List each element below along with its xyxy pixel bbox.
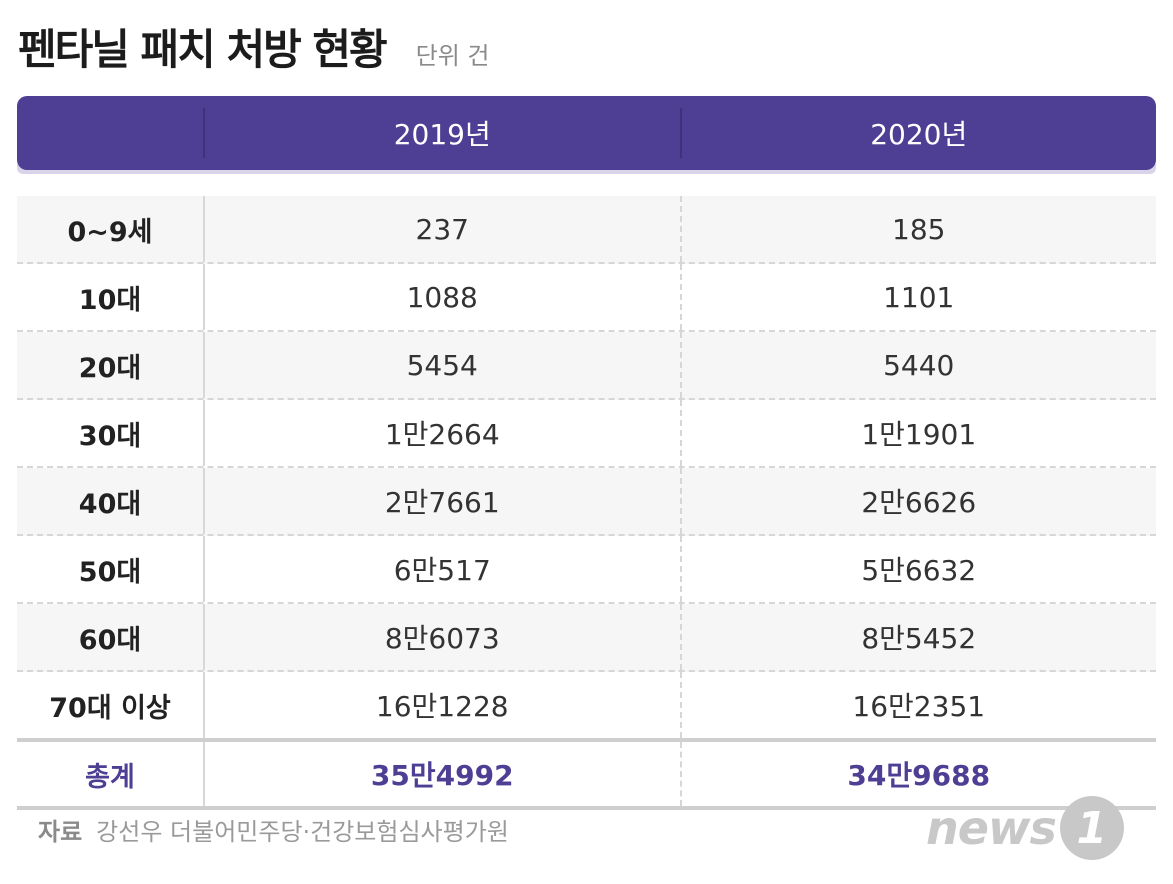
column-divider	[203, 536, 205, 602]
total-2020: 34만9688	[847, 759, 991, 792]
column-divider	[679, 400, 682, 466]
table-row: 70대 이상 16만1228 16만2351	[17, 672, 1156, 738]
column-divider	[679, 536, 682, 602]
age-label: 0~9세	[67, 216, 153, 248]
age-label: 40대	[78, 488, 142, 520]
source-note: 자료 강선우 더불어민주당·건강보험심사평가원	[38, 812, 509, 847]
table-header: 2019년 2020년	[17, 96, 1156, 170]
column-divider	[203, 400, 205, 466]
value-2020: 2만6626	[861, 486, 977, 519]
value-2020: 1101	[883, 280, 955, 314]
age-label: 30대	[78, 420, 142, 452]
column-divider	[203, 468, 205, 534]
table-row: 50대 6만517 5만6632	[17, 536, 1156, 604]
table-row: 60대 8만6073 8만5452	[17, 604, 1156, 672]
value-2019: 237	[415, 212, 469, 246]
table-row: 10대 1088 1101	[17, 264, 1156, 332]
value-2020: 185	[892, 212, 946, 246]
table-row: 30대 1만2664 1만1901	[17, 400, 1156, 468]
header-divider	[679, 108, 682, 158]
age-label: 70대 이상	[49, 692, 171, 724]
value-2019: 8만6073	[384, 622, 500, 655]
logo-text: news	[926, 801, 1057, 855]
table-row: 40대 2만7661 2만6626	[17, 468, 1156, 536]
value-2020: 5440	[883, 348, 955, 382]
column-divider	[203, 196, 205, 262]
header-divider	[203, 108, 205, 158]
news1-logo: news 1	[926, 796, 1124, 860]
value-2020: 8만5452	[861, 622, 977, 655]
total-2019: 35만4992	[370, 759, 514, 792]
age-label: 10대	[78, 284, 142, 316]
column-divider	[203, 604, 205, 670]
table-row: 20대 5454 5440	[17, 332, 1156, 400]
column-divider	[203, 672, 205, 738]
value-2020: 16만2351	[852, 690, 986, 723]
table-row: 0~9세 237 185	[17, 196, 1156, 264]
value-2019: 1만2664	[384, 418, 500, 451]
column-divider	[203, 332, 205, 398]
unit-label: 단위 건	[415, 42, 490, 70]
value-2019: 6만517	[393, 554, 491, 587]
header-corner	[17, 96, 203, 170]
column-divider	[679, 332, 682, 398]
source-label: 자료	[38, 818, 83, 846]
header-2019: 2019년	[393, 118, 491, 151]
value-2019: 1088	[406, 280, 478, 314]
source-text: 강선우 더불어민주당·건강보험심사평가원	[96, 818, 509, 846]
header-2020: 2020년	[870, 118, 968, 151]
prescription-table: 2019년 2020년 0~9세 237 185 10대 1088 1101 2…	[17, 96, 1156, 810]
column-divider	[679, 604, 682, 670]
age-label: 60대	[78, 624, 142, 656]
title-row: 펜타닐 패치 처방 현황 단위 건	[18, 16, 490, 80]
age-label: 50대	[78, 556, 142, 588]
value-2019: 5454	[406, 348, 478, 382]
value-2020: 5만6632	[861, 554, 977, 587]
value-2019: 2만7661	[384, 486, 500, 519]
logo-mark: 1	[1059, 796, 1124, 860]
value-2020: 1만1901	[861, 418, 977, 451]
column-divider	[679, 264, 682, 330]
column-divider	[203, 742, 205, 806]
column-divider	[679, 468, 682, 534]
total-row: 총계 35만4992 34만9688	[17, 738, 1156, 810]
column-divider	[203, 264, 205, 330]
age-label: 20대	[78, 352, 142, 384]
page-title: 펜타닐 패치 처방 현황	[18, 25, 388, 74]
total-label: 총계	[85, 761, 135, 793]
table-body: 0~9세 237 185 10대 1088 1101 20대 5454 5440…	[17, 196, 1156, 738]
column-divider	[679, 672, 682, 738]
value-2019: 16만1228	[375, 690, 509, 723]
column-divider	[679, 196, 682, 262]
column-divider	[679, 742, 682, 806]
